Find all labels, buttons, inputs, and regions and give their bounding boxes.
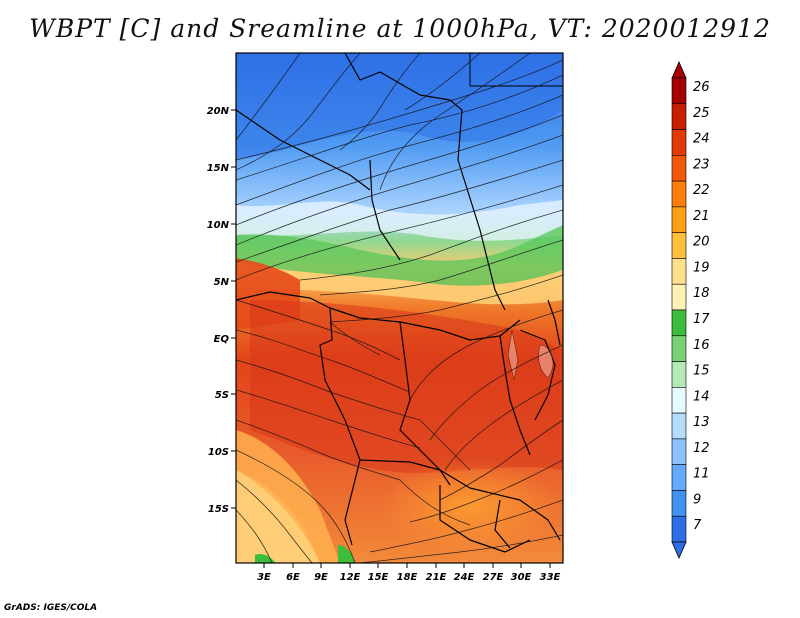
lon-label-9e: 9E <box>314 572 328 583</box>
colorbar-swatch <box>671 129 687 156</box>
lat-label-15s: 15S <box>208 504 229 515</box>
colorbar-label: 13 <box>693 415 710 430</box>
colorbar-label: 22 <box>693 183 710 198</box>
colorbar-label: 19 <box>693 260 710 275</box>
colorbar-label: 20 <box>693 235 710 250</box>
map-frame <box>235 52 564 564</box>
colorbar-swatch <box>671 77 687 105</box>
colorbar-label: 15 <box>693 364 710 379</box>
colorbar-label: 7 <box>693 518 702 533</box>
lat-label-15n: 15N <box>207 163 230 174</box>
colorbar-swatch <box>671 438 687 465</box>
colorbar-label: 23 <box>693 157 710 172</box>
country-borders <box>236 53 561 553</box>
colorbar-label: 9 <box>693 492 701 507</box>
colorbar-swatch <box>671 258 687 285</box>
lat-label-10s: 10S <box>208 447 229 458</box>
grads-credit: GrADS: IGES/COLA <box>4 603 98 613</box>
colorbar-swatch <box>671 180 687 208</box>
colorbar-swatch <box>671 309 687 337</box>
lon-label-33e: 33E <box>540 572 561 583</box>
colorbar-swatch <box>671 232 687 259</box>
colorbar-label: 16 <box>693 338 710 353</box>
colorbar-bottom-arrow <box>671 541 687 559</box>
colorbar-label: 11 <box>693 467 710 482</box>
lon-label-27e: 27E <box>483 572 504 583</box>
lon-label-6e: 6E <box>286 572 300 583</box>
lat-label-20n: 20N <box>207 106 230 117</box>
colorbar-swatch <box>671 361 687 388</box>
lat-label-5s: 5S <box>215 390 229 401</box>
lon-label-21e: 21E <box>426 572 447 583</box>
lon-label-18e: 18E <box>397 572 418 583</box>
colorbar-swatch <box>671 464 687 491</box>
colorbar-swatch <box>671 335 687 362</box>
colorbar-label: 24 <box>693 132 710 147</box>
colorbar-swatch <box>671 515 687 543</box>
lat-label-5n: 5N <box>214 277 230 288</box>
colorbar-label: 14 <box>693 389 710 404</box>
colorbar-top-arrow <box>671 61 687 79</box>
lon-label-30e: 30E <box>511 572 532 583</box>
colorbar-label: 17 <box>693 312 710 327</box>
lon-label-24e: 24E <box>454 572 475 583</box>
streamlines <box>236 53 563 563</box>
colorbar-swatch <box>671 155 687 182</box>
lon-label-15e: 15E <box>368 572 389 583</box>
colorbar-swatch <box>671 490 687 517</box>
colorbar: 26 25 24 23 22 21 20 19 18 17 16 15 14 13 12 11 9 7 <box>671 61 710 559</box>
colorbar-label: 21 <box>693 209 710 224</box>
colorbar-label: 26 <box>693 80 710 95</box>
colorbar-swatch <box>671 412 687 440</box>
colorbar-swatch <box>671 387 687 414</box>
lon-label-12e: 12E <box>340 572 361 583</box>
colorbar-label: 12 <box>693 441 710 456</box>
lat-label-10n: 10N <box>207 220 230 231</box>
colorbar-swatch <box>671 206 687 233</box>
chart-title: WBPT [C] and Sreamline at 1000hPa, VT: 2… <box>29 14 771 43</box>
lon-label-3e: 3E <box>257 572 271 583</box>
colorbar-swatch <box>671 283 687 311</box>
wbpt-field <box>236 53 563 563</box>
colorbar-label: 18 <box>693 286 710 301</box>
lat-label-eq: EQ <box>214 334 230 345</box>
colorbar-label: 25 <box>693 106 710 121</box>
colorbar-swatch <box>671 103 687 130</box>
